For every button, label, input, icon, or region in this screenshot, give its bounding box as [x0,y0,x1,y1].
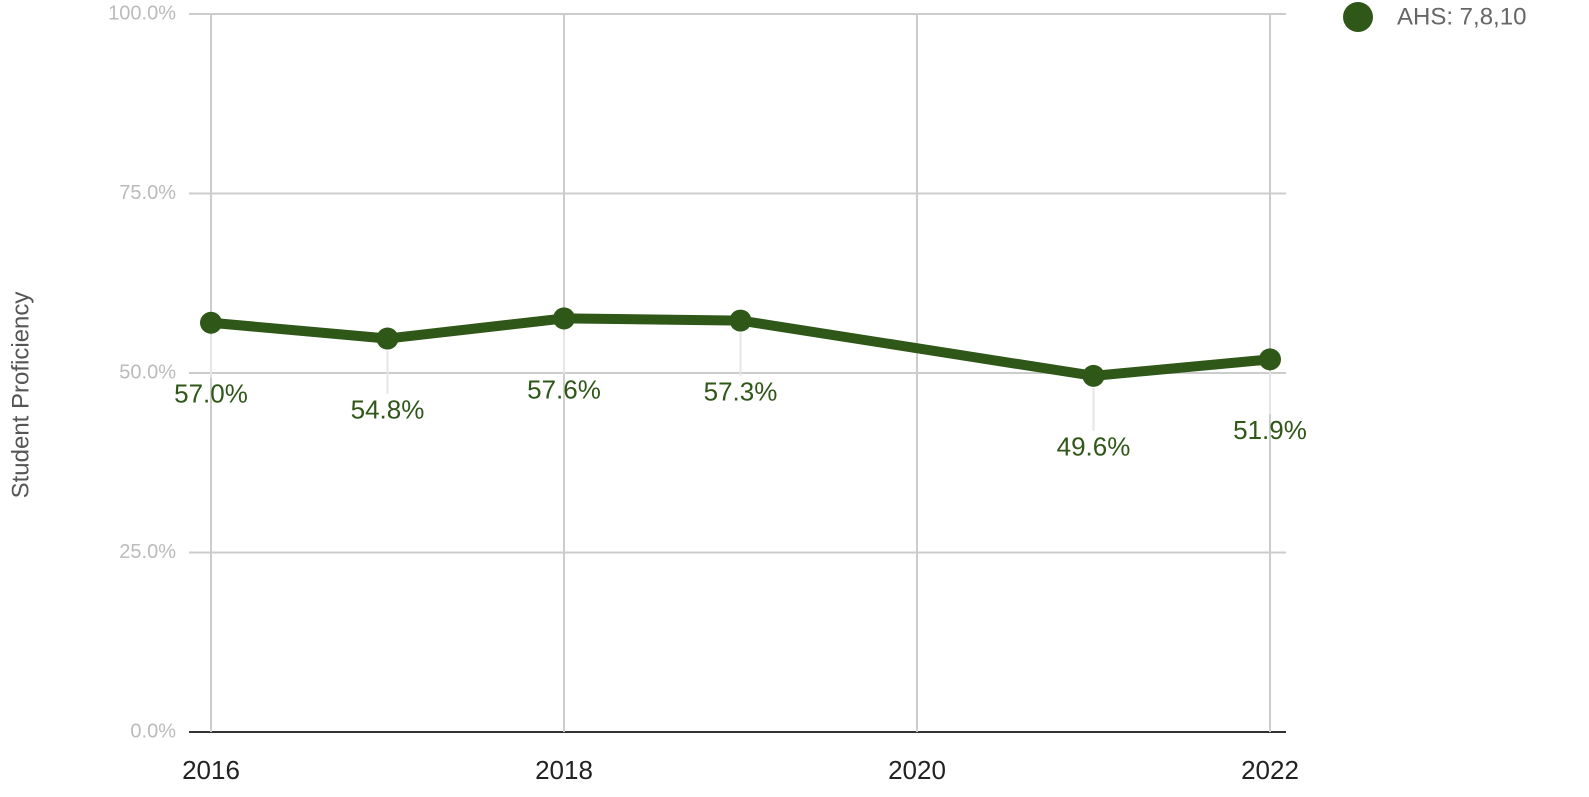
legend-label: AHS: 7,8,10 [1397,3,1526,30]
y-tick-label: 0.0% [130,720,176,742]
x-tick-label: 2022 [1241,755,1299,785]
point [729,309,752,332]
y-tick-label: 100.0% [108,2,176,24]
data-label: 51.9% [1233,415,1307,445]
point [200,311,222,334]
data-label: 57.3% [704,376,778,406]
data-label: 54.8% [351,394,425,424]
data-label: 57.6% [527,374,601,404]
data-label: 49.6% [1057,432,1131,462]
point [1082,364,1105,387]
point [1259,348,1281,371]
point [553,307,575,330]
x-tick-label: 2016 [182,755,240,785]
line [210,313,1271,381]
legend-marker [1343,2,1373,32]
x-tick-label: 2018 [535,755,593,785]
x-tick-label: 2020 [888,755,946,785]
y-tick-label: 25.0% [119,541,176,563]
y-tick-label: 50.0% [119,361,176,383]
y-axis-label: Student Proficiency [7,292,34,499]
y-tick-label: 75.0% [119,182,176,204]
point [376,327,399,350]
data-label: 57.0% [174,379,248,409]
